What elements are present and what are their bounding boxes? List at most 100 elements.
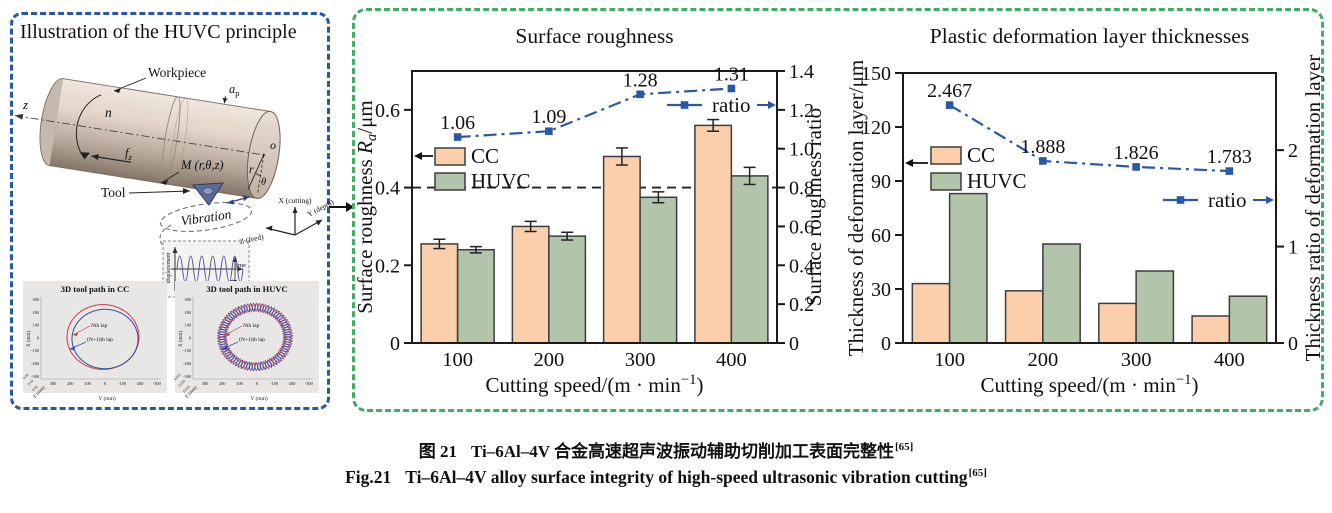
toolpath-lap1-label: Nth lap: [91, 323, 108, 329]
toolpath-z-tick: 0.02: [27, 379, 34, 386]
legend-label-cc: CC: [471, 144, 499, 168]
left-panel-title: Illustration of the HUVC principle: [20, 21, 297, 43]
toolpath-y-tick: -200: [183, 361, 191, 366]
feed-arrowhead: [91, 154, 99, 161]
workpiece-cylinder: [14, 78, 281, 199]
figure-caption: 图 21 Ti–6Al–4V 合金高速超声波振动辅助切削加工表面完整性[65] F…: [0, 440, 1332, 490]
toolpath-y-tick: 200: [185, 310, 191, 315]
y-tick-label-left: 0.4: [375, 178, 400, 200]
toolpath-y-tick: -100: [31, 348, 39, 353]
bar-huvc-100: [456, 248, 495, 344]
rotation-arrowhead: [79, 152, 90, 160]
ratio-value-label: 1.31: [714, 63, 749, 85]
toolpath-ring-blue: [216, 302, 294, 372]
toolpath-x-tick: 0: [256, 381, 258, 386]
x-tick-label: 200: [534, 349, 565, 371]
x-tick-label: 300: [1121, 349, 1152, 371]
toolpath-background: [175, 281, 319, 393]
ap-label-sub: p: [235, 88, 239, 98]
bar-huvc-300: [1135, 270, 1175, 344]
right-axis-arrowhead: [768, 101, 776, 109]
y-tick-label-right: 0.6: [789, 216, 814, 238]
vibration-arrowhead-left: [227, 199, 234, 205]
triad-z-label: Z (feed): [239, 232, 265, 246]
label-segment: Thickness of deformation layer/μm: [844, 60, 868, 356]
toolpath-plot-huvc: 3D tool path in HUVC 300 200 100 0 -100 -200 -3…: [173, 281, 319, 402]
toolpath-lap2-arrowhead: [222, 346, 227, 351]
label-segment: a: [364, 134, 380, 141]
radius-line: [247, 154, 265, 190]
caption-zh-ref: [65]: [894, 441, 914, 454]
ratio-value-label: 2.467: [927, 80, 972, 102]
radius-r-label: r: [249, 164, 254, 176]
toolpath-x-tick: 300: [202, 381, 208, 386]
ratio-point: [1132, 163, 1140, 171]
legend-label-huvc: HUVC: [967, 169, 1027, 193]
ratio-value-label: 1.888: [1020, 136, 1065, 158]
ratio-value-label: 1.28: [623, 69, 658, 91]
y-axis-label-right: Thickness ratio of deformation layer: [1301, 55, 1325, 362]
y-tick-label-right: 0.2: [789, 294, 814, 316]
label-segment: Surface roughness ratio: [802, 108, 826, 306]
y-tick-label-left: 120: [861, 117, 891, 139]
ratio-value-label: 1.783: [1207, 146, 1252, 168]
bar-cc-300: [602, 155, 641, 344]
workpiece-leader-arrowhead: [114, 88, 121, 93]
bar-cc-100: [911, 282, 951, 344]
point-M-leader: [160, 171, 180, 184]
chart-surface-roughness: Surface roughness 0 0.2 0.4 0.6 0 0.2 0.4 0.6 0.8…: [353, 24, 826, 397]
y-tick-label-right: 2: [1288, 140, 1298, 162]
label-segment: Surface roughness: [353, 154, 377, 314]
right-axis-arrowhead: [1266, 196, 1274, 204]
legend-swatch-huvc: [434, 172, 466, 191]
toolpath-y-tick: -300: [183, 374, 191, 379]
toolpath-x-tick: 100: [236, 381, 242, 386]
coordinate-triad: X (cutting) Y (depth) Z (feed): [239, 196, 336, 246]
toolpath-ring-blue: [71, 308, 139, 370]
ratio-legend-marker: [1176, 196, 1185, 204]
spindle-speed-label: n: [105, 105, 112, 120]
triad-x-label: X (cutting): [278, 196, 312, 205]
y-axis-label-left: Surface roughness Ra/μm: [353, 100, 380, 313]
legend-swatch-cc: [434, 147, 466, 166]
caption-english: Fig.21 Ti–6Al–4V alloy surface integrity …: [0, 465, 1332, 490]
toolpath-y-tick: 100: [185, 323, 191, 328]
ratio-point: [727, 84, 736, 93]
ratio-legend-marker: [680, 101, 689, 109]
chart-title: Plastic deformation layer thicknesses: [930, 24, 1249, 48]
label-segment: Cutting speed/(m · min: [980, 373, 1176, 397]
tool-leader: [128, 190, 191, 194]
tool-leader-arrowhead: [183, 188, 190, 194]
toolpath-x-tick: 300: [50, 381, 56, 386]
bar-huvc-400: [730, 175, 769, 344]
feed-label-base: f: [125, 146, 130, 160]
ratio-point: [453, 133, 462, 141]
y-tick-label-right: 1.0: [789, 139, 814, 161]
toolpath-x-tick: 200: [219, 381, 225, 386]
legend-label-cc: CC: [967, 143, 995, 167]
bar-huvc-400: [1228, 295, 1268, 344]
toolpath-x-axis-label: Y (mm): [98, 395, 116, 402]
toolpath-plots: 3D tool path in CC 300 200 100 0 -100 -200 -300…: [22, 281, 319, 402]
toolpath-x-tick: -100: [270, 381, 278, 386]
amplitude-arrow-top: [233, 257, 237, 262]
y-tick-label-left: 0: [390, 333, 400, 355]
toolpath-y-tick: 100: [33, 323, 39, 328]
x-tick-label: 400: [716, 349, 747, 371]
toolpath-x-tick: -200: [288, 381, 296, 386]
ap-label-base: a: [229, 82, 235, 96]
label-segment: R: [353, 141, 377, 155]
label-segment: Cutting speed/(m · min: [485, 373, 681, 397]
cylinder-top-edge: [63, 78, 271, 112]
ratio-value-label: 1.09: [531, 106, 566, 128]
plot-border: [902, 72, 1277, 344]
ratio-legend-label: ratio: [712, 93, 750, 117]
tool-insert-hole: [202, 187, 214, 195]
legend-swatch-huvc: [930, 172, 962, 191]
toolpath-lap2-label: (N+1)th lap: [239, 336, 265, 343]
vibration-arrowhead-right: [243, 195, 249, 201]
theta-label: θ: [261, 177, 266, 188]
ratio-point: [545, 127, 553, 136]
toolpath-x-tick: -200: [136, 381, 144, 386]
